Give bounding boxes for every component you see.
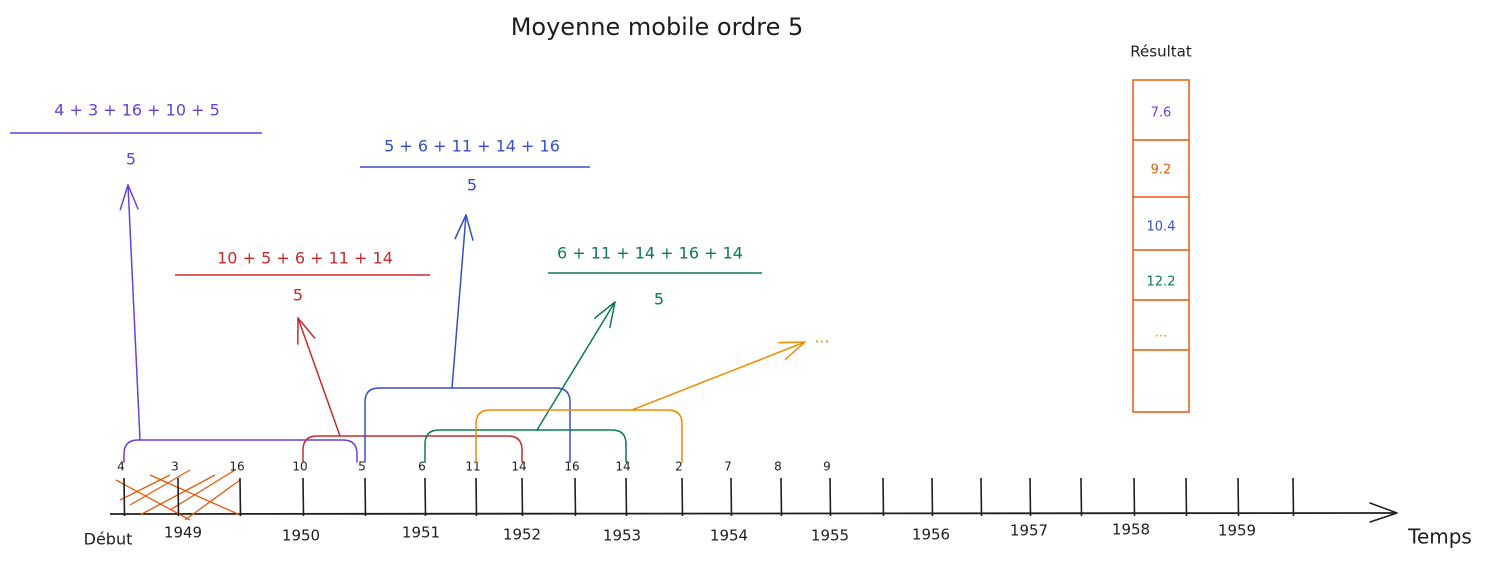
- result-cell: 10.4: [1147, 220, 1176, 235]
- time-axis: [109, 512, 1396, 515]
- year-label: 1950: [282, 527, 320, 545]
- window-bracket: [302, 435, 523, 463]
- axis-arrow: [1369, 502, 1398, 523]
- tick-value: 10: [292, 460, 307, 474]
- arrow-head: [778, 341, 806, 360]
- tick-mark: [1185, 477, 1188, 517]
- tick-value: 14: [615, 460, 630, 474]
- window-bracket: [475, 409, 683, 463]
- tick-mark: [829, 477, 832, 517]
- year-label: 1958: [1112, 521, 1150, 539]
- tick-mark: [177, 477, 180, 517]
- arrow-head: [297, 317, 316, 345]
- tick-mark: [364, 477, 367, 517]
- result-dividers: [1133, 139, 1189, 351]
- denominator: 5: [293, 286, 303, 305]
- tick-mark: [302, 477, 305, 517]
- tick-value: 3: [171, 460, 179, 474]
- tick-value: 6: [418, 460, 426, 474]
- tick-mark: [1133, 477, 1136, 517]
- tick-mark: [931, 477, 934, 517]
- window-bracket: [364, 387, 571, 463]
- window-bracket: [424, 429, 627, 463]
- window-arrow: [451, 214, 467, 389]
- tick-mark: [625, 477, 628, 517]
- tick-mark: [239, 477, 242, 517]
- window-bracket: [123, 439, 358, 463]
- tick-value: 9: [823, 460, 831, 474]
- tick-mark: [882, 477, 885, 517]
- denominator: 5: [654, 290, 664, 309]
- numerator: 10 + 5 + 6 + 11 + 14: [217, 249, 393, 268]
- tick-mark: [730, 477, 733, 517]
- tick-mark: [780, 477, 783, 517]
- tick-value: 5: [358, 460, 366, 474]
- tick-mark: [521, 477, 524, 517]
- tick-mark: [1029, 477, 1032, 517]
- year-label: 1953: [603, 527, 641, 545]
- tick-mark: [1080, 477, 1083, 517]
- year-label: 1956: [912, 526, 950, 544]
- year-label: 1957: [1010, 522, 1048, 540]
- next-ellipsis: ...: [814, 328, 829, 347]
- year-label: 1959: [1218, 522, 1256, 540]
- arrow-head: [593, 301, 616, 329]
- tick-value: 14: [511, 460, 526, 474]
- tick-mark: [1237, 477, 1240, 517]
- denominator: 5: [126, 150, 136, 169]
- result-title: Résultat: [1130, 43, 1192, 61]
- window-arrow: [127, 184, 141, 441]
- axis-label: Temps: [1407, 525, 1472, 549]
- tick-mark: [681, 477, 684, 517]
- tick-mark: [123, 477, 126, 517]
- tick-value: 16: [229, 460, 244, 474]
- result-cell: 9.2: [1151, 163, 1172, 178]
- numerator: 5 + 6 + 11 + 14 + 16: [384, 137, 560, 156]
- tick-mark: [574, 477, 577, 517]
- tick-value: 7: [724, 460, 732, 474]
- year-label: 1949: [164, 524, 202, 542]
- tick-value: 8: [774, 460, 782, 474]
- window-arrow: [536, 301, 616, 431]
- arrow-head: [119, 184, 139, 211]
- tick-mark: [475, 477, 478, 517]
- start-label: Début: [84, 530, 133, 549]
- year-label: 1951: [402, 524, 440, 542]
- result-box: [1132, 79, 1190, 413]
- tick-value: 2: [675, 460, 683, 474]
- tick-value: 4: [117, 460, 125, 474]
- result-cell: ...: [1155, 326, 1167, 341]
- denominator: 5: [467, 176, 477, 195]
- result-cell: 7.6: [1151, 106, 1172, 121]
- arrow-head: [454, 214, 474, 241]
- result-cell: 12.2: [1147, 275, 1176, 290]
- window-arrow: [631, 341, 806, 411]
- tick-mark: [424, 477, 427, 517]
- year-label: 1954: [710, 527, 748, 545]
- tick-value: 16: [564, 460, 579, 474]
- year-label: 1955: [811, 527, 849, 545]
- numerator: 4 + 3 + 16 + 10 + 5: [54, 101, 220, 120]
- window-arrow: [297, 317, 341, 437]
- tick-mark: [980, 477, 983, 517]
- tick-mark: [1292, 477, 1295, 517]
- year-label: 1952: [503, 526, 541, 544]
- tick-value: 11: [465, 460, 480, 474]
- numerator: 6 + 11 + 14 + 16 + 14: [557, 244, 743, 263]
- title: Moyenne mobile ordre 5: [511, 13, 804, 41]
